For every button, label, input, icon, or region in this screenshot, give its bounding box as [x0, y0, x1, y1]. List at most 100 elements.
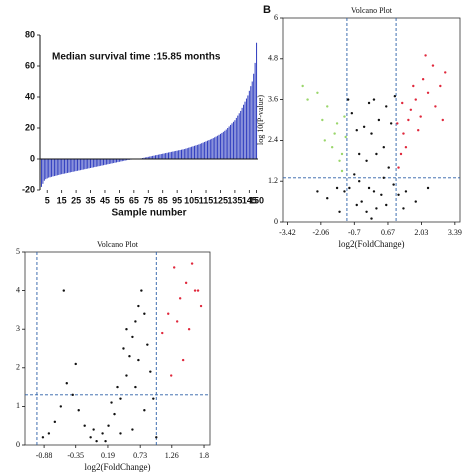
point [399, 152, 403, 156]
bar [173, 151, 175, 159]
bar [72, 159, 74, 172]
bar [100, 159, 102, 166]
bar [110, 159, 112, 164]
point [355, 203, 358, 207]
bar [165, 153, 167, 159]
point [419, 115, 422, 118]
point [367, 186, 371, 190]
point [439, 84, 442, 88]
point [372, 190, 376, 193]
point [181, 358, 185, 362]
bar [248, 90, 250, 159]
bar [69, 159, 71, 173]
point [397, 166, 400, 169]
point [101, 432, 104, 435]
bar [254, 62, 256, 159]
point [155, 436, 158, 439]
point [346, 98, 350, 101]
point [340, 169, 344, 173]
point [301, 84, 304, 88]
point [333, 132, 336, 135]
bar [218, 134, 220, 159]
bar [186, 148, 188, 159]
bar [64, 159, 66, 174]
point [83, 424, 86, 427]
y-tick-label: 2 [16, 363, 20, 372]
point [137, 304, 140, 308]
bar [217, 135, 219, 159]
bar [247, 95, 249, 159]
point [360, 200, 363, 203]
bar [113, 159, 115, 164]
bar [40, 159, 42, 187]
bar [103, 159, 105, 166]
point [161, 331, 164, 335]
point [431, 64, 435, 67]
point [370, 217, 373, 220]
point [407, 118, 410, 122]
y-tick-label: 4 [16, 285, 20, 294]
point [402, 207, 405, 210]
bar [81, 159, 83, 170]
point [122, 347, 125, 350]
bar [90, 159, 92, 168]
bar [235, 117, 237, 159]
bar [240, 110, 242, 159]
bar [59, 159, 61, 175]
bar [162, 153, 164, 159]
bar [167, 152, 169, 159]
x-tick-label: 2.03 [414, 228, 428, 237]
bar [232, 121, 234, 159]
bar [52, 159, 54, 177]
point [125, 328, 128, 331]
bar [95, 159, 97, 167]
bar [243, 104, 245, 159]
x-tick-label: 85 [158, 195, 168, 205]
point [365, 210, 368, 213]
point [47, 432, 51, 435]
bar [183, 149, 185, 159]
y-tick-label: 3 [16, 324, 20, 333]
bar [91, 159, 93, 168]
bar [124, 159, 126, 161]
point [385, 105, 388, 108]
y-axis-label: log 10(P-value) [256, 95, 265, 145]
x-tick-label: 125 [213, 195, 228, 205]
chart-title: Volcano Plot [97, 240, 139, 249]
bar [180, 149, 182, 159]
x-tick-label: 55 [114, 195, 124, 205]
chart-title: Volcano Plot [351, 6, 393, 15]
point [434, 105, 437, 108]
x-tick-label: 0.19 [101, 451, 115, 460]
point [330, 146, 334, 149]
point [107, 424, 110, 427]
bar [156, 154, 158, 159]
bar [78, 159, 80, 171]
bar [79, 159, 81, 171]
bar [256, 42, 258, 159]
bar [114, 159, 116, 163]
y-tick-label: 5 [16, 247, 20, 256]
bar [178, 150, 180, 159]
bar [49, 159, 51, 178]
bar [116, 159, 118, 163]
bar [48, 159, 50, 178]
point [444, 71, 447, 74]
bar [74, 159, 76, 172]
point [335, 122, 339, 125]
bar [189, 147, 191, 159]
bar [204, 141, 206, 159]
bar [205, 141, 207, 159]
point [95, 439, 98, 443]
bar [65, 159, 67, 174]
x-tick-label: -3.42 [279, 228, 296, 237]
point [110, 401, 113, 404]
point [326, 197, 329, 200]
point [365, 159, 368, 162]
point [355, 129, 358, 132]
bar [196, 144, 198, 159]
bar [192, 146, 194, 159]
point [104, 439, 107, 443]
bar [66, 159, 68, 173]
bar [245, 98, 247, 159]
